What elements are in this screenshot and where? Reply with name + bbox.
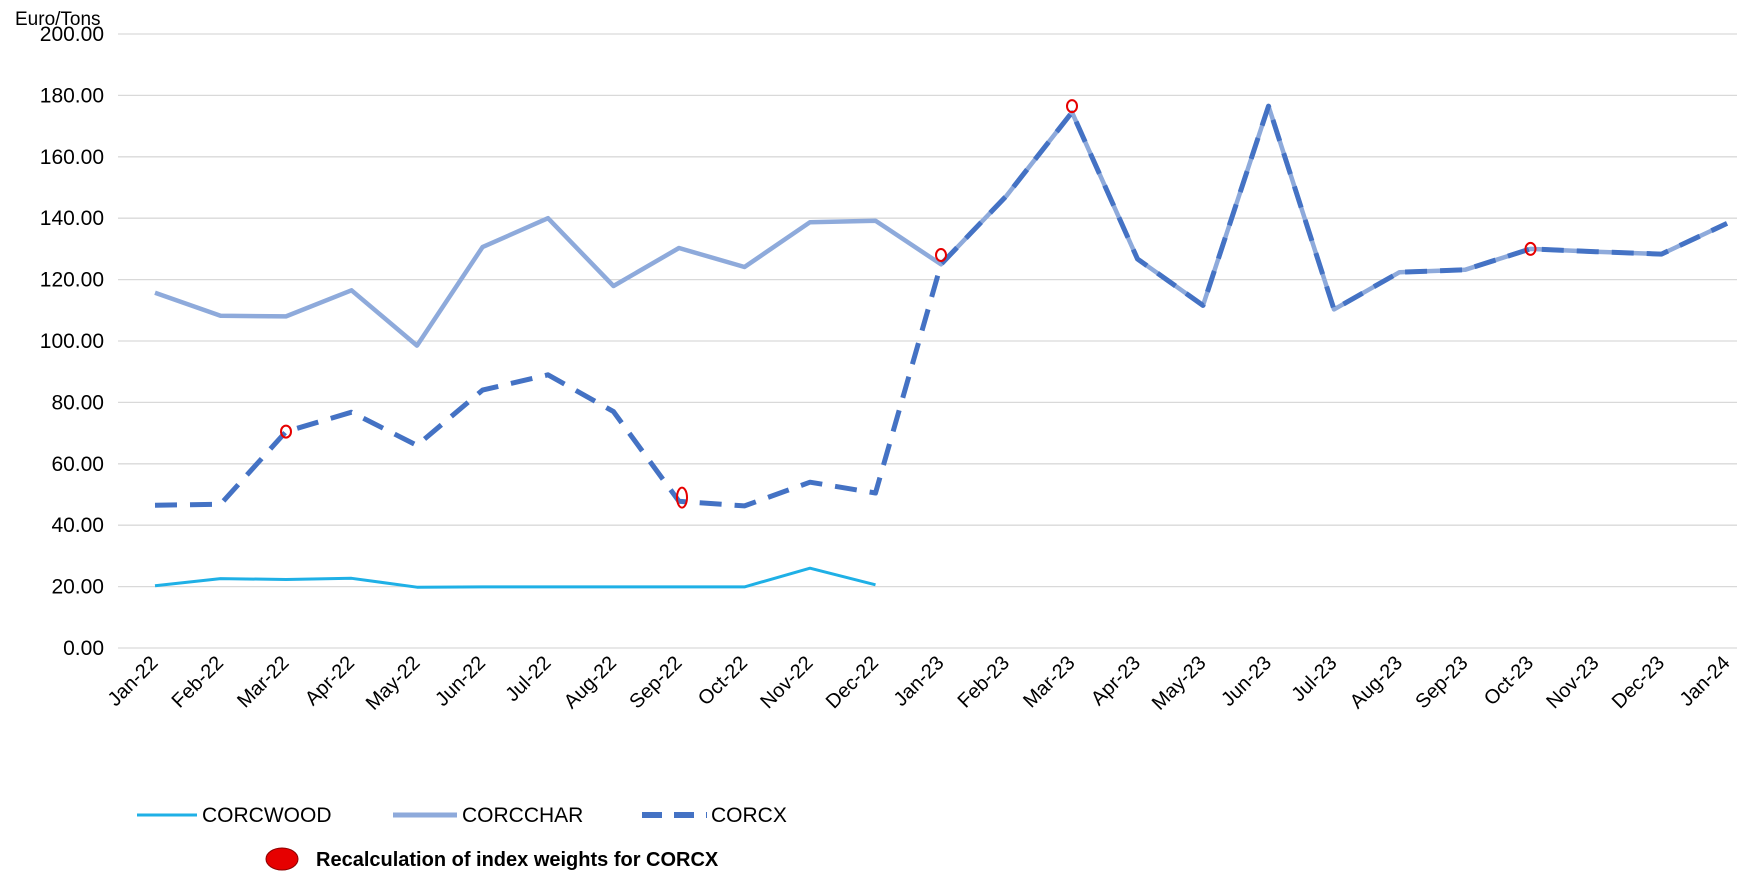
y-axis-label: Euro/Tons [15,9,101,30]
x-tick-label: Dec-23 [1608,652,1669,713]
legend-label-recalculation: Recalculation of index weights for CORCX [316,849,719,871]
x-tick-label: Jun-22 [431,652,490,711]
x-tick-label: Apr-23 [1087,652,1145,710]
x-tick-label: Jul-23 [1287,652,1341,706]
y-tick-label: 140.00 [40,207,104,230]
x-tick-label: Oct-23 [1480,652,1538,710]
legend: CORCWOOD CORCCHAR CORCX Recalculation of… [137,804,787,871]
y-axis-ticks: 0.00 20.00 40.00 60.00 80.00 100.00 120.00 140.… [40,23,104,660]
x-tick-label: Aug-23 [1346,652,1407,713]
series-lines [154,103,1729,589]
annotation-markers [280,99,1537,509]
legend-label-corcchar: CORCCHAR [462,804,583,827]
x-tick-label: Oct-22 [694,652,752,710]
x-tick-label: Sep-23 [1411,652,1472,713]
x-tick-label: Mar-22 [233,652,293,712]
y-tick-label: 120.00 [40,269,104,292]
recalculation-marker [935,248,947,263]
y-tick-label: 60.00 [51,453,104,476]
y-tick-label: 40.00 [51,514,104,537]
recalculation-marker [1066,99,1078,114]
recalculation-marker [280,424,292,439]
x-axis-ticks: Jan-22 Feb-22 Mar-22 Apr-22 May-22 Jun-22 Jul-… [104,652,1735,715]
x-tick-label: Jul-22 [501,652,555,706]
legend-item-corcwood: CORCWOOD [137,804,332,827]
recalculation-marker-icon [265,847,299,871]
recalculation-marker [1524,241,1537,256]
x-tick-label: Feb-23 [954,652,1014,712]
x-tick-label: Jan-24 [1676,652,1735,711]
x-tick-label: Aug-22 [560,652,621,713]
x-tick-label: Nov-23 [1542,652,1603,713]
y-tick-label: 180.00 [40,84,104,107]
legend-item-recalculation: Recalculation of index weights for CORCX [265,847,719,871]
legend-item-corcchar: CORCCHAR [393,804,583,827]
x-tick-label: Mar-23 [1019,652,1079,712]
y-tick-label: 160.00 [40,146,104,169]
x-tick-label: Feb-22 [168,652,228,712]
y-tick-label: 100.00 [40,330,104,353]
x-tick-label: Jan-22 [104,652,163,711]
x-tick-label: May-22 [362,652,425,715]
x-tick-label: Jun-23 [1217,652,1276,711]
series-line-corcx [154,103,1729,509]
legend-label-corcx: CORCX [711,804,787,827]
y-tick-label: 20.00 [51,576,104,599]
legend-label-corcwood: CORCWOOD [202,804,332,827]
x-tick-label: Dec-22 [822,652,883,713]
y-tick-label: 80.00 [51,391,104,414]
y-tick-label: 200.00 [40,23,104,46]
series-line-corcwood [154,566,876,589]
y-tick-label: 0.00 [63,637,104,660]
x-tick-label: Nov-22 [756,652,817,713]
gridlines [118,33,1737,649]
x-tick-label: Jan-23 [890,652,949,711]
legend-item-corcx: CORCX [642,804,787,827]
x-tick-label: Apr-22 [301,652,359,710]
x-tick-label: Sep-22 [625,652,686,713]
series-line-corcchar [154,103,1728,348]
x-tick-label: May-23 [1148,652,1211,715]
recalculation-marker [676,486,688,509]
